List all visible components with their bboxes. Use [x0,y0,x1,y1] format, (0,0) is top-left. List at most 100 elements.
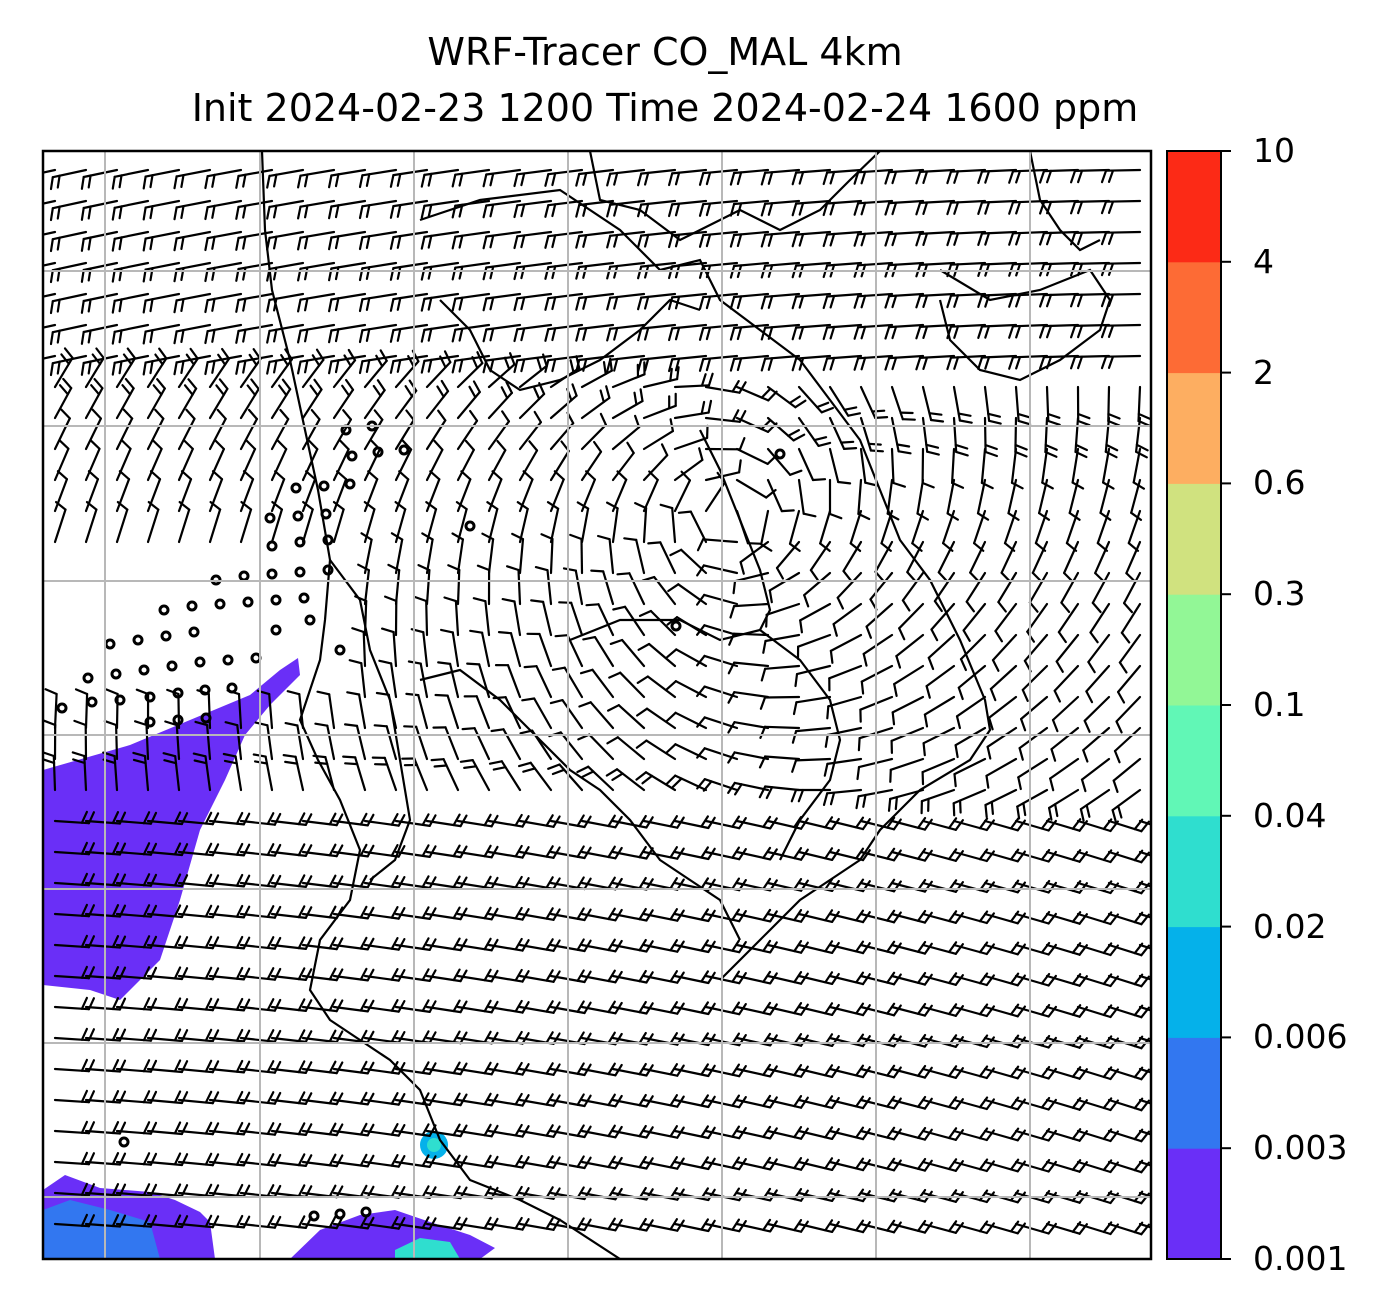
wind-barb-flag [514,1092,523,1106]
wind-barb [1014,912,1050,925]
wind-barb [983,819,1019,832]
wind-barb-flag [49,207,54,222]
wind-barb-flag [242,812,251,826]
wind-barb-flag [111,934,120,949]
wind-barb [1107,1067,1143,1081]
wind-barb-flag [142,1183,151,1197]
wind-barb-flag [635,771,648,781]
wind-barb-flag [1008,294,1015,308]
wind-barb [1138,1222,1151,1229]
wind-barb-flag [452,813,461,827]
wind-barb [1107,1191,1143,1205]
wind-barb [859,974,896,986]
wind-barb [1076,912,1112,926]
wind-barb-flag [978,972,989,985]
wind-barb-flag [242,1184,251,1198]
wind-barb-flag [793,1094,803,1108]
wind-barb-flag [669,908,679,921]
wind-barb [611,507,619,544]
wind-barb-flag [359,967,368,981]
wind-barb [921,912,957,924]
wind-barb [1080,757,1111,781]
wind-barbs [43,168,1151,1236]
wind-barb-flag [886,909,896,922]
wind-barb [51,323,88,334]
wind-barb-flag [180,360,185,374]
wind-barb-flag [916,512,930,521]
wind-barb-flag [328,1029,337,1043]
wind-barb-flag [271,501,283,511]
wind-barb [1045,1067,1081,1080]
wind-barb [442,758,460,792]
wind-barb-flag [793,877,803,891]
wind-barb-flag [731,380,740,393]
wind-barb [301,418,321,451]
wind-barb-flag [643,295,650,310]
wind-barb [1138,974,1151,981]
wind-barb-flag [491,470,503,481]
wind-barb-flag [698,172,705,186]
wind-barb [423,261,460,269]
wind-barb [591,668,615,699]
wind-barb-flag [342,409,352,421]
wind-barb-flag [669,970,679,983]
wind-barb-flag [925,684,931,699]
wind-barb-flag [297,1029,306,1043]
wind-barb [640,199,677,206]
wind-barb-flag [307,439,319,451]
wind-barb [177,881,214,888]
wind-barb [1023,633,1049,662]
wind-barb-flag [514,1061,523,1075]
wind-barb [82,168,119,179]
wind-barb-flag [798,233,805,247]
wind-barb [735,943,772,954]
wind-barb [301,508,314,544]
wind-barb-flag [775,566,785,580]
wind-barb-flag [675,366,680,381]
wind-barb-flag [242,967,251,981]
wind-barb [206,292,243,302]
wind-barb-flag [242,204,247,219]
wind-barb-flag [545,1062,554,1075]
wind-barb [1042,230,1080,235]
wind-barb [177,1191,214,1198]
wind-barb-flag [273,1122,282,1136]
wind-barb-flag [886,1126,896,1139]
wind-barb [115,1191,152,1197]
wind-barb [144,199,181,209]
wind-barb [1037,478,1049,515]
wind-barb [456,943,493,952]
wind-barb [797,1098,834,1110]
wind-barb [239,447,257,482]
wind-barb [84,417,103,451]
wind-barb [1045,819,1081,832]
wind-barb-flag [731,1218,741,1231]
wind-barb [115,819,152,825]
wind-barb [487,1067,524,1076]
wind-barb [918,354,956,359]
wind-barb [456,1067,493,1076]
wind-barb [363,478,379,513]
wind-barb [1045,974,1081,987]
wind-barb [983,416,987,454]
wind-barb [516,168,553,176]
wind-barb-flag [758,785,767,799]
wind-barb [828,912,865,924]
wind-barb [270,974,307,982]
wind-barb [1107,385,1111,423]
wind-barb-flag [623,537,638,542]
wind-barb-flag [1053,689,1062,703]
wind-barb [270,1067,307,1075]
wind-barb-flag [579,668,594,675]
wind-barb [702,261,739,268]
wind-barb [516,261,553,269]
wind-barb [980,447,987,484]
wind-barb-flag [582,296,588,310]
wind-barb [363,850,400,858]
wind-barb-flag [892,911,902,924]
wind-barb-flag [892,942,902,955]
wind-barb-flag [339,439,350,451]
wind-barb-flag [483,1185,492,1199]
wind-barb [1096,509,1111,545]
wind-barb-flag [946,170,953,185]
